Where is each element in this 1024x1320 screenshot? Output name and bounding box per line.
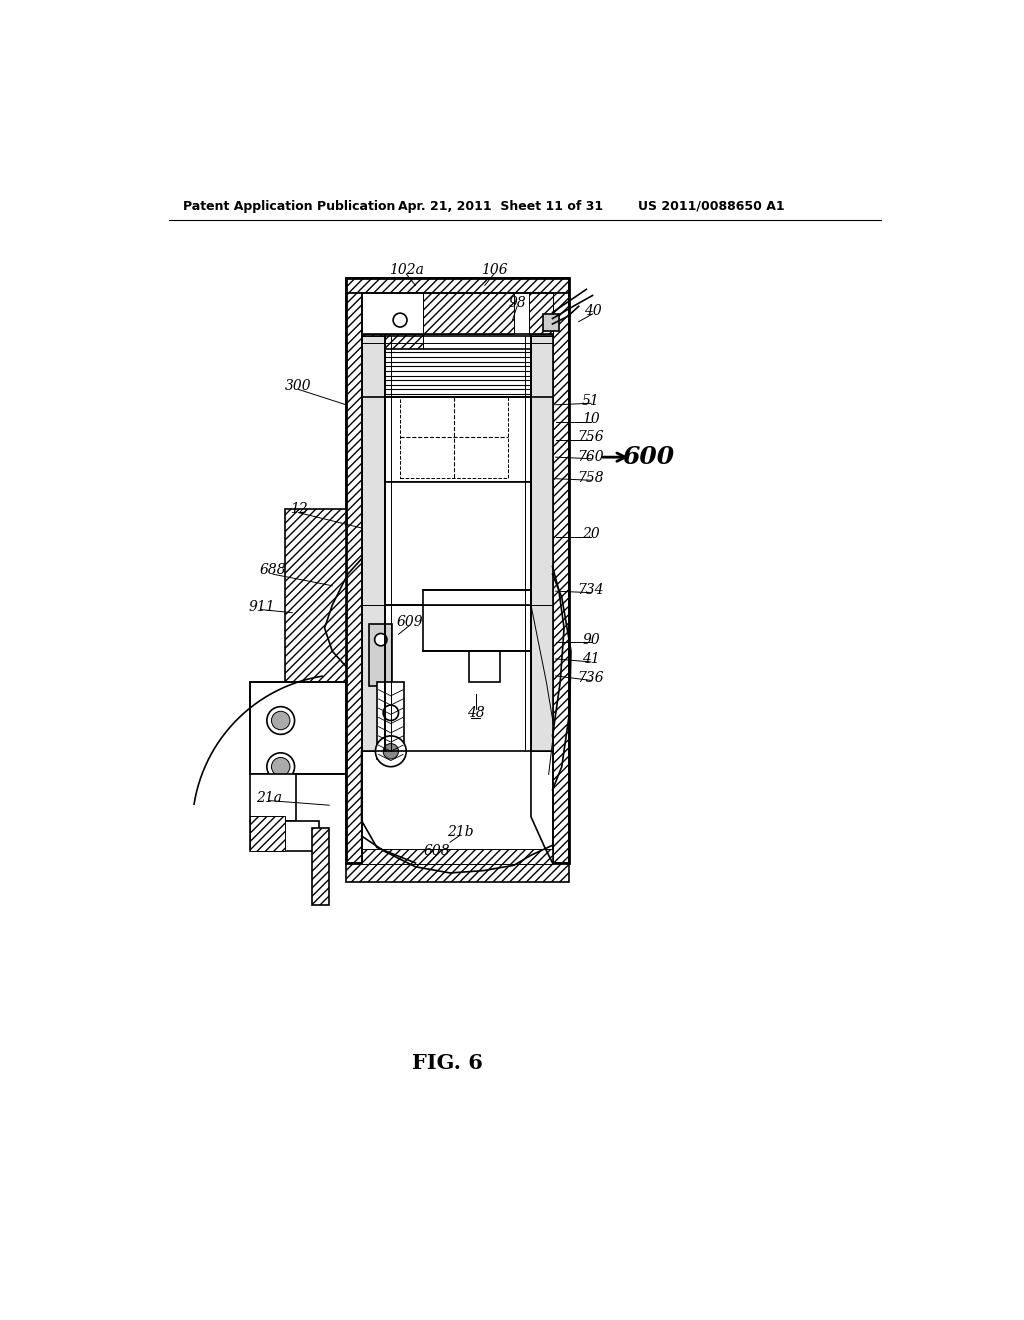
Bar [361,849,553,865]
Circle shape [271,758,290,776]
Text: 40: 40 [584,304,601,318]
Bar [531,335,553,751]
Text: Patent Application Publication: Patent Application Publication [183,199,395,213]
Text: 51: 51 [583,393,600,408]
Bar [361,293,553,855]
Text: 12: 12 [290,502,307,516]
Bar [553,293,569,863]
Circle shape [376,737,407,767]
Text: FIG. 6: FIG. 6 [413,1053,483,1073]
Bar [423,590,531,651]
Bar [250,682,346,775]
Text: 600: 600 [622,445,674,469]
Text: 21a: 21a [256,791,283,804]
Bar [370,624,392,686]
Text: 102a: 102a [389,263,424,277]
Bar [250,821,319,851]
Text: 609: 609 [396,615,423,628]
Bar [423,293,514,334]
Text: 98: 98 [508,296,526,310]
Text: 20: 20 [583,527,600,541]
Text: 688: 688 [260,564,287,577]
Bar [385,350,531,397]
Bar [385,482,531,605]
Text: 300: 300 [285,379,311,392]
Circle shape [375,634,387,645]
Bar [529,293,553,334]
Circle shape [393,313,407,327]
Bar [346,277,569,293]
Bar [400,397,508,478]
Bar [531,335,553,751]
Bar [385,397,531,482]
Bar [311,829,330,906]
Bar [346,863,569,882]
Text: 736: 736 [578,671,604,685]
Text: 106: 106 [480,263,507,277]
Bar [346,277,569,863]
Bar [377,682,403,759]
Bar [250,775,296,821]
Bar [250,682,346,775]
Circle shape [383,743,398,759]
Circle shape [267,706,295,734]
Bar [346,293,361,863]
Circle shape [267,752,295,780]
Text: 911: 911 [248,599,274,614]
Text: 41: 41 [583,652,600,665]
Bar [250,816,285,851]
Text: 756: 756 [578,430,604,444]
Circle shape [271,711,290,730]
Bar [361,334,423,358]
Circle shape [383,705,398,721]
Text: 90: 90 [583,632,600,647]
Bar [361,335,385,751]
Text: Apr. 21, 2011  Sheet 11 of 31: Apr. 21, 2011 Sheet 11 of 31 [397,199,603,213]
Bar [544,314,559,331]
Text: 760: 760 [578,450,604,465]
Text: US 2011/0088650 A1: US 2011/0088650 A1 [638,199,785,213]
Text: 758: 758 [578,471,604,484]
Text: 608: 608 [424,845,451,858]
Bar [285,508,346,751]
Text: 48: 48 [467,706,484,719]
Bar [469,651,500,682]
Bar [361,335,385,751]
Bar [361,334,423,358]
Text: 734: 734 [578,582,604,597]
Text: 10: 10 [583,412,600,425]
Text: 21b: 21b [446,825,473,840]
